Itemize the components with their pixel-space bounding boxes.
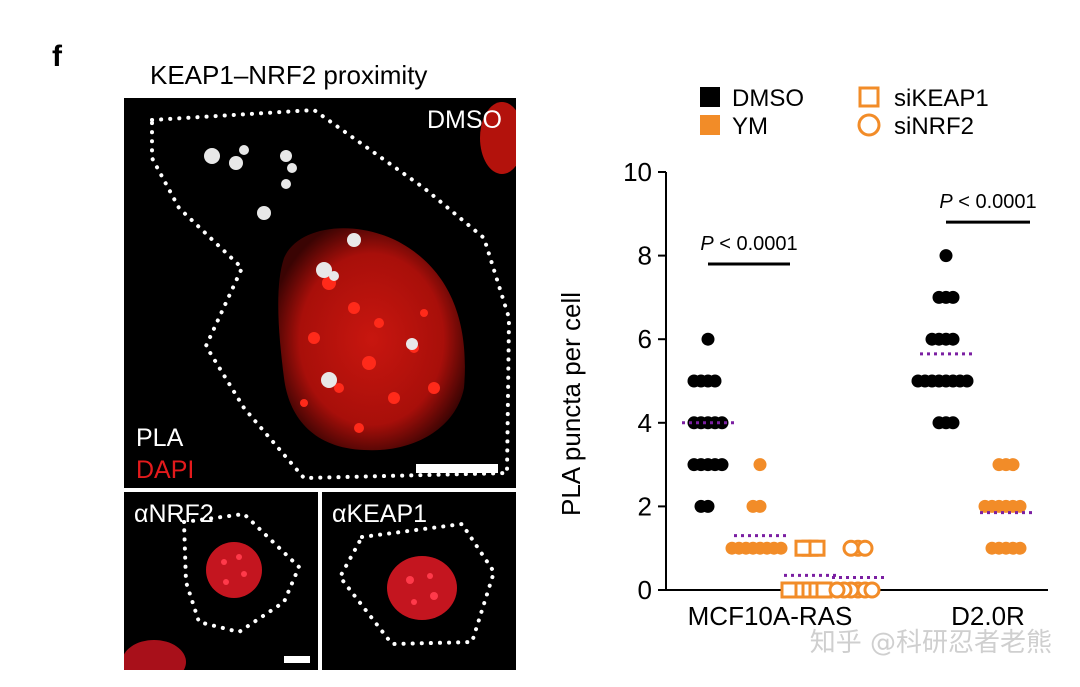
point-ym-mcf10aras [746, 499, 760, 513]
point-sinrf2-mcf10aras [856, 539, 874, 557]
channel-label-dapi: DAPI [136, 456, 195, 484]
y-axis-label: PLA puncta per cell [556, 292, 586, 516]
point-sikeap1-mcf10aras [780, 581, 798, 599]
point-dmso-mcf10aras [708, 374, 722, 388]
data-points [682, 249, 1032, 599]
scatter-chart: 0 2 4 6 8 10 P < 0.0001 P < 0.0001 PLA puncta … [556, 157, 1048, 631]
watermark: 知乎 @科研忍者老熊 [809, 628, 1052, 658]
legend-label-dmso: DMSO [732, 85, 804, 112]
control-label-anrf2: αNRF2 [134, 500, 214, 528]
legend-drawing: DMSO YM siKEAP1 siNRF2 [700, 85, 989, 140]
p-value-label: P < 0.0001 [939, 191, 1036, 213]
point-ym-d20r [1013, 541, 1027, 555]
point-ym-mcf10aras [774, 541, 788, 555]
point-dmso-d20r [939, 249, 953, 263]
control-label-akeap1: αKEAP1 [332, 500, 428, 528]
point-dmso-d20r [911, 374, 925, 388]
point-ym-mcf10aras [725, 541, 739, 555]
point-dmso-mcf10aras [687, 458, 701, 472]
point-dmso-mcf10aras [687, 374, 701, 388]
y-tick-label: 0 [638, 575, 652, 605]
condition-label: DMSO [427, 106, 502, 134]
neighbor-nucleus [480, 102, 524, 174]
point-sinrf2-mcf10aras [842, 539, 860, 557]
point-dmso-d20r [946, 290, 960, 304]
point-ym-d20r [1006, 458, 1020, 472]
point-dmso-mcf10aras [701, 332, 715, 346]
microscopy-title: KEAP1–NRF2 proximity [150, 60, 428, 90]
y-tick-label: 6 [638, 324, 652, 354]
point-ym-mcf10aras [753, 458, 767, 472]
point-ym-d20r [1013, 499, 1027, 513]
point-sikeap1-mcf10aras [808, 539, 826, 557]
point-dmso-d20r [960, 374, 974, 388]
microscopy-image-anrf2: αNRF2 [122, 492, 318, 684]
legend-label-sikeap1: siKEAP1 [894, 85, 989, 112]
p-value-label: P < 0.0001 [700, 233, 797, 255]
point-ym-d20r [978, 499, 992, 513]
microscopy-image-dmso: DMSO PLA DAPI [124, 98, 524, 488]
cell-outline [150, 107, 512, 481]
legend: DMSO YM siKEAP1 siNRF2 [698, 84, 1028, 144]
y-tick-label: 8 [638, 241, 652, 271]
y-tick-label: 10 [623, 157, 652, 187]
legend-label-sinrf2: siNRF2 [894, 113, 974, 140]
channel-label-pla: PLA [136, 424, 184, 452]
point-sinrf2-mcf10aras [828, 581, 846, 599]
point-dmso-d20r [946, 332, 960, 346]
microscopy-akeap1-drawing [337, 521, 497, 647]
panel-letter: f [52, 40, 62, 73]
point-sinrf2-mcf10aras [863, 581, 881, 599]
point-dmso-d20r [925, 332, 939, 346]
point-sikeap1-mcf10aras [794, 539, 812, 557]
legend-marker-sinrf2 [857, 113, 881, 137]
point-dmso-d20r [932, 290, 946, 304]
y-tick-label: 2 [638, 491, 652, 521]
point-dmso-mcf10aras [715, 458, 729, 472]
point-dmso-d20r [946, 416, 960, 430]
significance-annotations: P < 0.0001 P < 0.0001 [700, 191, 1037, 266]
point-dmso-mcf10aras [687, 416, 701, 430]
x-category-d20r: D2.0R [951, 601, 1025, 631]
legend-marker-sikeap1 [858, 86, 880, 108]
legend-marker-dmso [700, 87, 720, 107]
pla-puncta [204, 145, 418, 388]
point-ym-d20r [985, 541, 999, 555]
nucleus-shape [278, 228, 465, 451]
scale-bar-small [284, 656, 310, 663]
legend-label-ym: YM [732, 113, 768, 140]
microscopy-dmso-drawing [150, 102, 524, 481]
point-dmso-mcf10aras [715, 416, 729, 430]
point-dmso-mcf10aras [694, 499, 708, 513]
point-ym-d20r [992, 458, 1006, 472]
x-category-mcf10a: MCF10A-RAS [688, 601, 853, 631]
y-tick-label: 4 [638, 408, 652, 438]
point-dmso-d20r [932, 416, 946, 430]
legend-marker-ym [700, 115, 720, 135]
y-axis: 0 2 4 6 8 10 [623, 157, 1048, 605]
scale-bar [416, 464, 498, 473]
microscopy-image-akeap1: αKEAP1 [322, 492, 516, 670]
